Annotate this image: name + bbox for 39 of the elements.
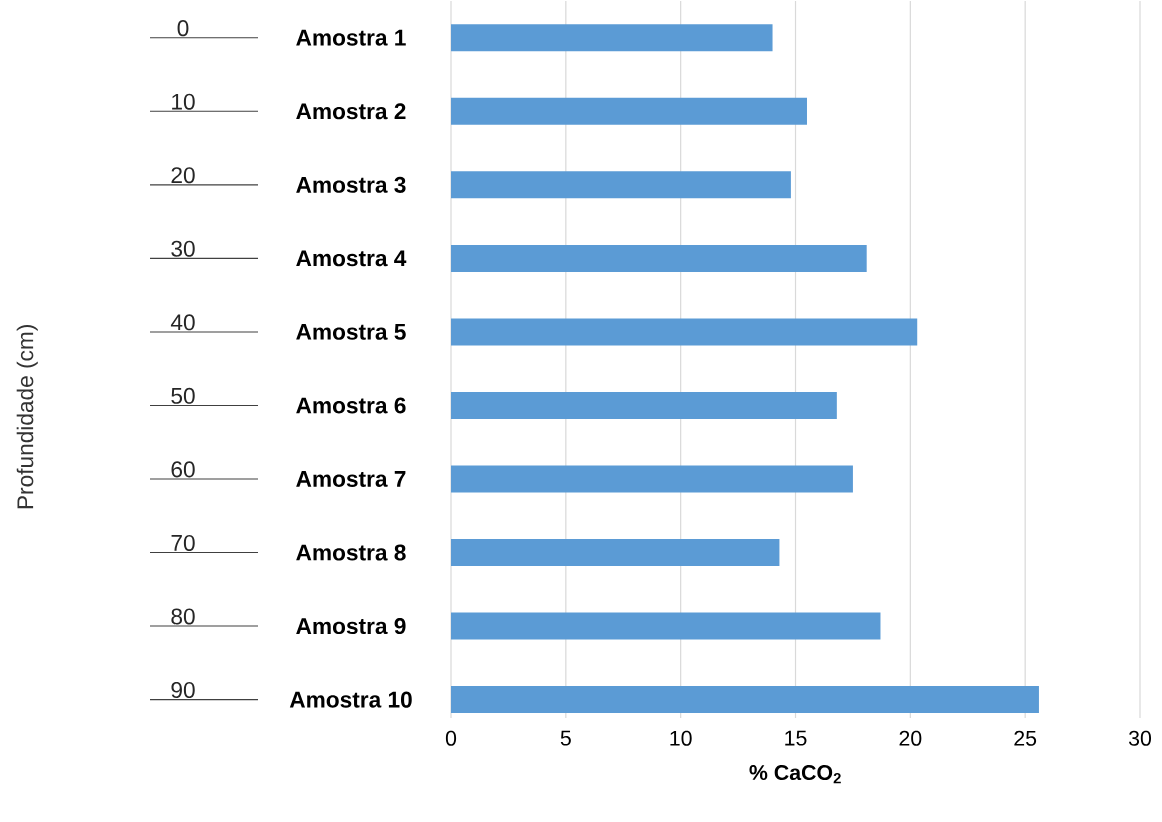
y-tick-label: Amostra 7 [296,471,406,487]
text: 70 [171,534,195,551]
bar [451,539,780,567]
y-tick-label: Amostra 10 [289,691,412,708]
text: 90 [171,681,195,699]
y-tick-label: Amostra 8 [296,544,406,561]
x-axis-title: % CaCO$_{2}$ [749,764,841,784]
text: 50 [171,387,195,404]
y-tick-label: Amostra 4 [296,250,407,267]
y-tick-label: Amostra 5 [296,324,406,340]
x-tick-label: 30 [1128,730,1152,746]
bar [451,465,853,493]
text: 30 [171,240,195,257]
text: 80 [171,608,195,625]
bar [451,391,837,419]
text: 0 [177,20,189,37]
x-tick-label: 0 [445,730,457,746]
y-tick-label: Amostra 3 [296,176,406,193]
bar [451,612,881,640]
bar [451,24,773,52]
text: 60 [171,461,195,478]
bar [451,171,791,199]
x-tick-label: 5 [560,730,571,746]
x-tick-label: 15 [785,730,807,746]
bar [451,318,918,346]
text: 40 [170,314,195,331]
bar [451,686,1039,714]
y-tick-label: Amostra 9 [296,618,406,635]
text: 20 [171,167,195,184]
bar [451,97,807,125]
x-tick-label: 25 [1014,730,1037,746]
text: 10 [172,93,195,110]
y-tick-label: Amostra 2 [296,103,406,120]
bar [451,244,867,272]
text: Profundidade (cm) [16,325,38,509]
x-tick-label: 20 [899,730,922,746]
y-tick-label: Amostra 1 [296,29,406,46]
x-tick-label: 10 [670,730,692,746]
y-tick-label: Amostra 6 [296,397,406,414]
